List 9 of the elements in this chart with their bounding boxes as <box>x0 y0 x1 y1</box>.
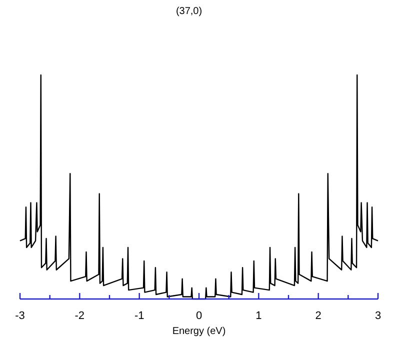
x-tick-label: -2 <box>74 310 85 322</box>
x-tick-label: 1 <box>256 310 262 322</box>
x-tick-label: -3 <box>15 310 25 322</box>
x-tick-label: 0 <box>196 310 202 322</box>
x-axis-title: Energy (eV) <box>172 326 226 337</box>
x-tick-label: 3 <box>374 310 382 322</box>
chart-title: (37,0) <box>176 6 202 17</box>
x-tick-label: 2 <box>315 310 322 322</box>
x-tick-label: -1 <box>134 310 144 322</box>
